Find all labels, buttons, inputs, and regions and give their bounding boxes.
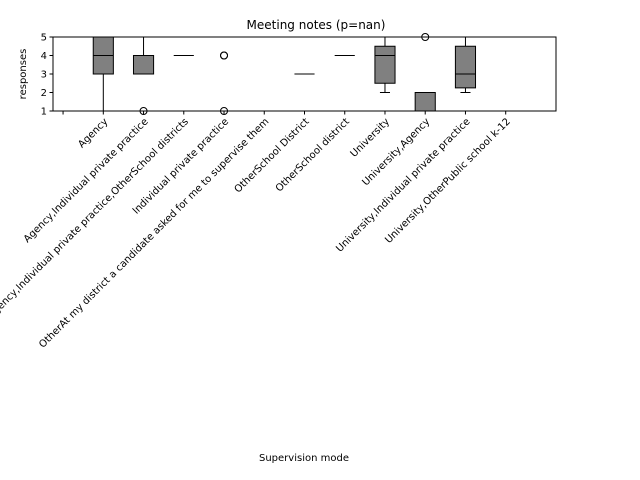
- box-body: [132, 55, 155, 75]
- y-tick-label: 3: [41, 70, 47, 81]
- y-tick-label: 5: [41, 33, 47, 44]
- box-body: [414, 92, 436, 112]
- x-tick-label: Agency: [76, 116, 110, 150]
- y-tick-label: 4: [41, 51, 47, 62]
- y-tick-label: 1: [41, 107, 47, 118]
- box-body: [454, 45, 477, 89]
- outlier-point: [220, 51, 229, 60]
- x-tick-label: University: [349, 116, 393, 160]
- x-tick-label: OtherSchool District: [233, 116, 312, 195]
- x-tick-label: University,Agency: [360, 116, 432, 188]
- y-axis-label: responses: [18, 49, 29, 100]
- chart-title: Meeting notes (p=nan): [247, 18, 386, 32]
- x-tick-label: OtherSchool district: [274, 116, 352, 194]
- x-axis-label: Supervision mode: [259, 453, 349, 464]
- box-body: [374, 45, 396, 84]
- y-tick-label: 2: [41, 88, 47, 99]
